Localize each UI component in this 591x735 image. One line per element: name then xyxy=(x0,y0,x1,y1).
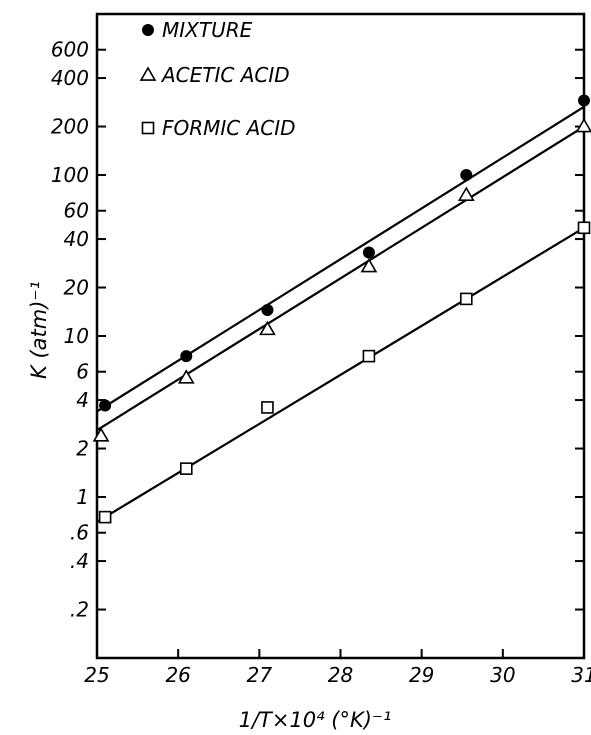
x-tick-label: 28 xyxy=(328,663,353,687)
mixture-point xyxy=(460,169,473,181)
y-tick-label: 600 xyxy=(51,38,89,62)
formic-acid-point xyxy=(460,292,473,306)
legend-acetic-acid-label: ACETIC ACID xyxy=(160,63,290,87)
y-tick-label: 200 xyxy=(51,115,89,139)
legend: MIXTURE ACETIC ACID FORMIC ACID xyxy=(139,18,296,140)
plot-frame xyxy=(95,12,586,660)
mixture-point xyxy=(261,304,274,317)
legend-formic-acid-label: FORMIC ACID xyxy=(162,116,296,140)
acetic-acid-point xyxy=(360,257,378,273)
y-tick-label: .4 xyxy=(70,549,89,573)
y-tick-label: 2 xyxy=(76,437,89,461)
y-tick-label: 4 xyxy=(76,388,89,412)
formic-acid-point xyxy=(577,221,591,235)
acetic-acid-point xyxy=(457,186,475,201)
acetic-acid-point xyxy=(259,320,276,336)
mixture-point xyxy=(578,94,590,107)
y-tick-label: .2 xyxy=(70,598,89,622)
data-points xyxy=(92,94,591,524)
x-tick-label: 25 xyxy=(84,663,109,687)
formic-acid-fit-line xyxy=(96,226,585,523)
y-tick-label: 40 xyxy=(64,227,89,251)
x-tick-label: 29 xyxy=(409,663,434,687)
tick-labels: 25 26 27 28 29 30 31 .2 .4 .6 1 2 4 6 10 20 40 60 100 200 40… xyxy=(51,38,591,687)
x-tick-label: 27 xyxy=(247,663,273,687)
y-tick-label: 100 xyxy=(51,163,89,187)
x-axis-title: 1/T×10⁴ (°K)⁻¹ xyxy=(239,708,392,732)
y-tick-label: 10 xyxy=(64,324,89,348)
formic-acid-point xyxy=(261,401,274,414)
tick-marks xyxy=(96,48,585,658)
legend-mixture-marker xyxy=(142,24,154,36)
mixture-point xyxy=(99,399,112,412)
formic-acid-point xyxy=(362,349,376,363)
y-tick-label: 400 xyxy=(51,66,89,90)
acetic-acid-point xyxy=(92,427,110,442)
y-axis-title: K (atm)⁻¹ xyxy=(27,281,51,379)
legend-mixture-label: MIXTURE xyxy=(162,18,253,42)
mixture-point xyxy=(362,246,375,259)
mixture-point xyxy=(180,350,193,363)
y-tick-label: .6 xyxy=(70,521,89,545)
x-tick-label: 26 xyxy=(165,663,190,687)
y-tick-label: 20 xyxy=(64,276,89,300)
y-tick-label: 6 xyxy=(76,360,89,384)
x-tick-label: 30 xyxy=(490,663,515,687)
y-tick-label: 60 xyxy=(64,199,89,223)
y-tick-label: 1 xyxy=(76,485,89,509)
fit-lines xyxy=(96,105,585,523)
acetic-acid-point xyxy=(177,369,195,384)
acetic-acid-fit-line xyxy=(96,125,585,432)
mixture-fit-line xyxy=(96,105,585,413)
legend-formic-acid-marker xyxy=(141,121,155,135)
x-tick-label: 31 xyxy=(571,663,591,687)
formic-acid-point xyxy=(98,510,112,524)
legend-acetic-acid-marker xyxy=(139,66,157,81)
formic-acid-point xyxy=(179,462,193,475)
acetic-acid-point xyxy=(575,117,591,133)
